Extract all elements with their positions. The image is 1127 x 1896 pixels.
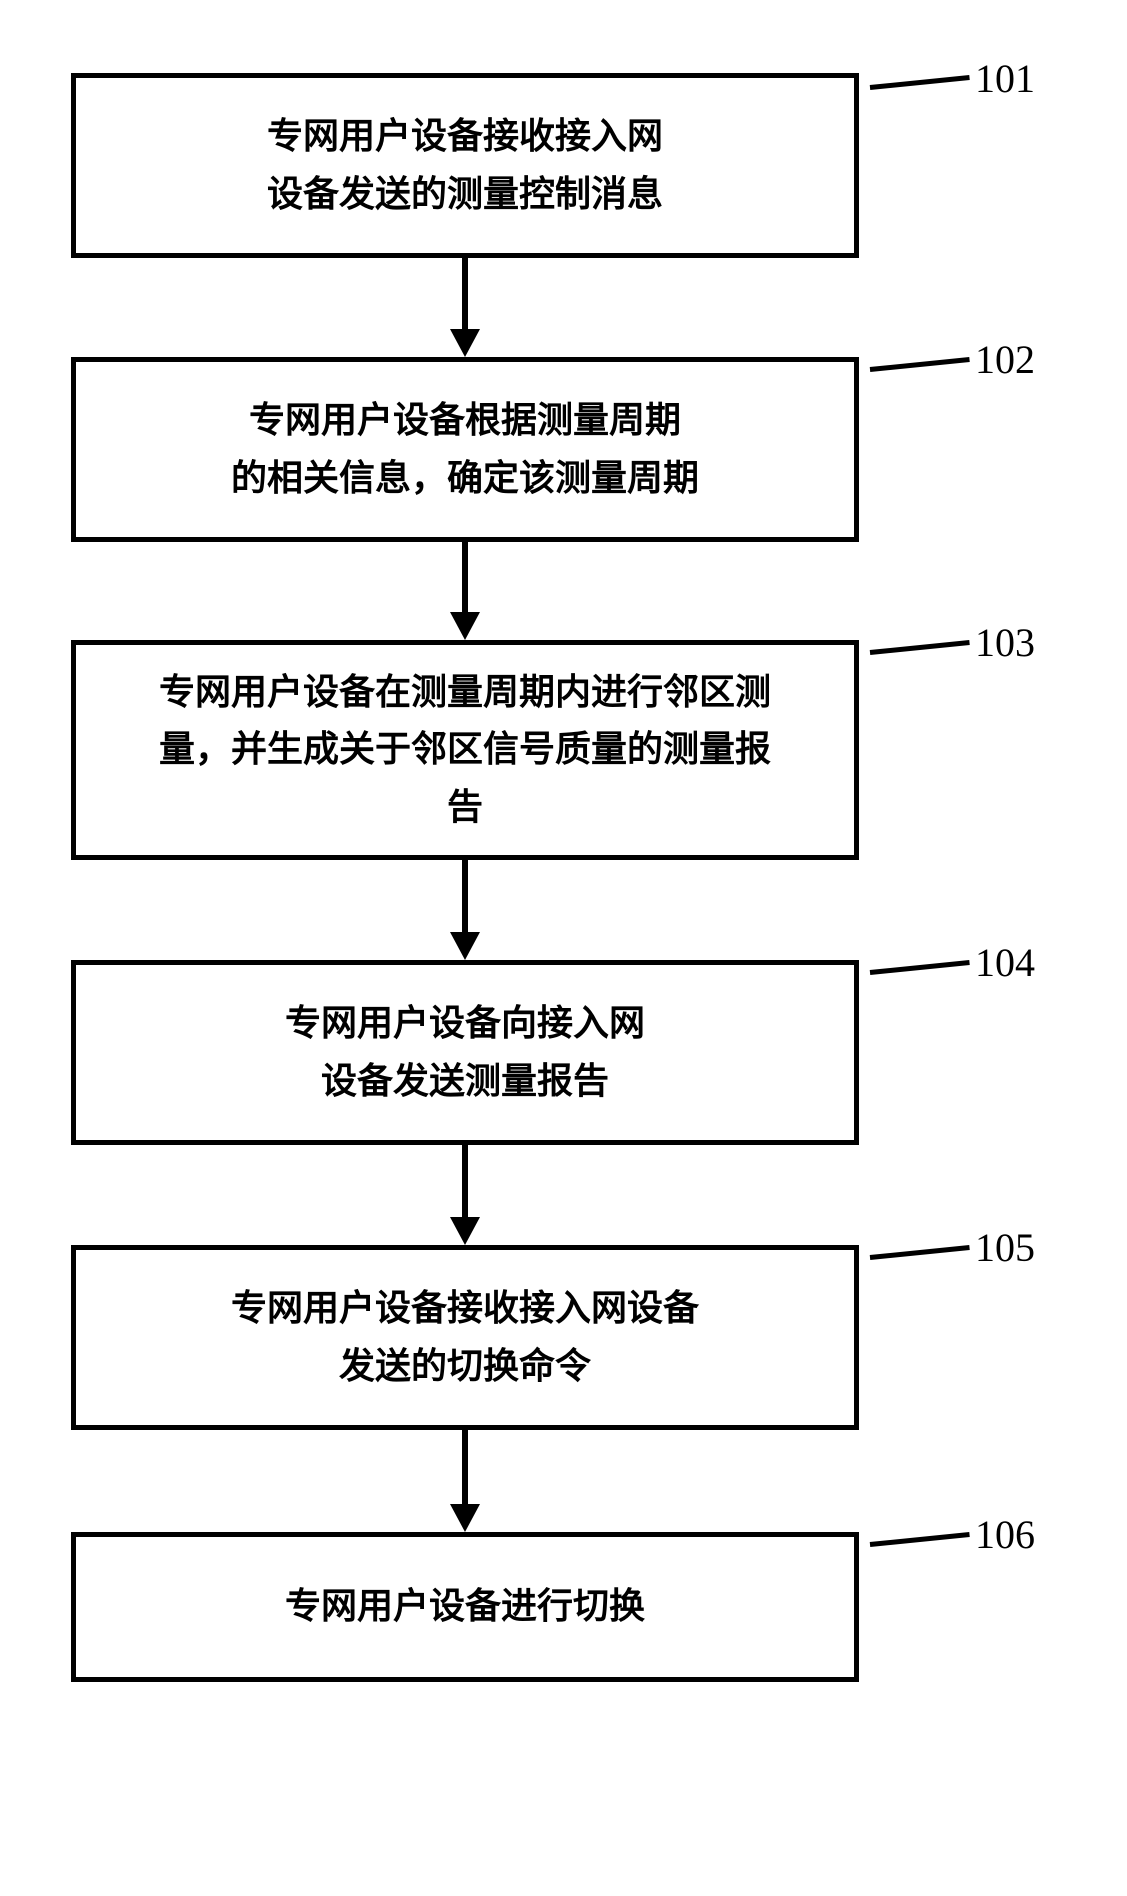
step-102-text: 专网用户设备根据测量周期的相关信息，确定该测量周期 <box>231 392 699 507</box>
step-101-box: 专网用户设备接收接入网设备发送的测量控制消息 <box>71 73 859 258</box>
step-106-text: 专网用户设备进行切换 <box>285 1578 645 1636</box>
step-103-label: 103 <box>975 619 1035 666</box>
arrow-1-head-icon <box>450 612 480 643</box>
step-101-text: 专网用户设备接收接入网设备发送的测量控制消息 <box>267 108 663 223</box>
step-103-box: 专网用户设备在测量周期内进行邻区测量，并生成关于邻区信号质量的测量报告 <box>71 640 859 860</box>
step-104-text: 专网用户设备向接入网设备发送测量报告 <box>285 995 645 1110</box>
leader-line-102 <box>870 357 970 372</box>
arrow-2-shaft <box>462 860 468 932</box>
step-105-box: 专网用户设备接收接入网设备发送的切换命令 <box>71 1245 859 1430</box>
leader-line-104 <box>870 960 970 975</box>
step-106-box: 专网用户设备进行切换 <box>71 1532 859 1682</box>
arrow-4-shaft <box>462 1430 468 1504</box>
step-106-label: 106 <box>975 1511 1035 1558</box>
leader-line-106 <box>870 1532 970 1547</box>
arrow-1-shaft <box>462 542 468 612</box>
step-102-label: 102 <box>975 336 1035 383</box>
step-102-box: 专网用户设备根据测量周期的相关信息，确定该测量周期 <box>71 357 859 542</box>
leader-line-101 <box>870 75 970 90</box>
step-104-box: 专网用户设备向接入网设备发送测量报告 <box>71 960 859 1145</box>
arrow-3-head-icon <box>450 1217 480 1248</box>
step-103-text: 专网用户设备在测量周期内进行邻区测量，并生成关于邻区信号质量的测量报告 <box>159 664 771 837</box>
step-105-label: 105 <box>975 1224 1035 1271</box>
flowchart-canvas: 专网用户设备接收接入网设备发送的测量控制消息 专网用户设备根据测量周期的相关信息… <box>0 0 1127 1896</box>
step-101-label: 101 <box>975 55 1035 102</box>
step-104-label: 104 <box>975 939 1035 986</box>
arrow-0-shaft <box>462 258 468 329</box>
arrow-2-head-icon <box>450 932 480 963</box>
leader-line-103 <box>870 640 970 655</box>
arrow-3-shaft <box>462 1145 468 1217</box>
arrow-0-head-icon <box>450 329 480 360</box>
step-105-text: 专网用户设备接收接入网设备发送的切换命令 <box>231 1280 699 1395</box>
leader-line-105 <box>870 1245 970 1260</box>
arrow-4-head-icon <box>450 1504 480 1535</box>
